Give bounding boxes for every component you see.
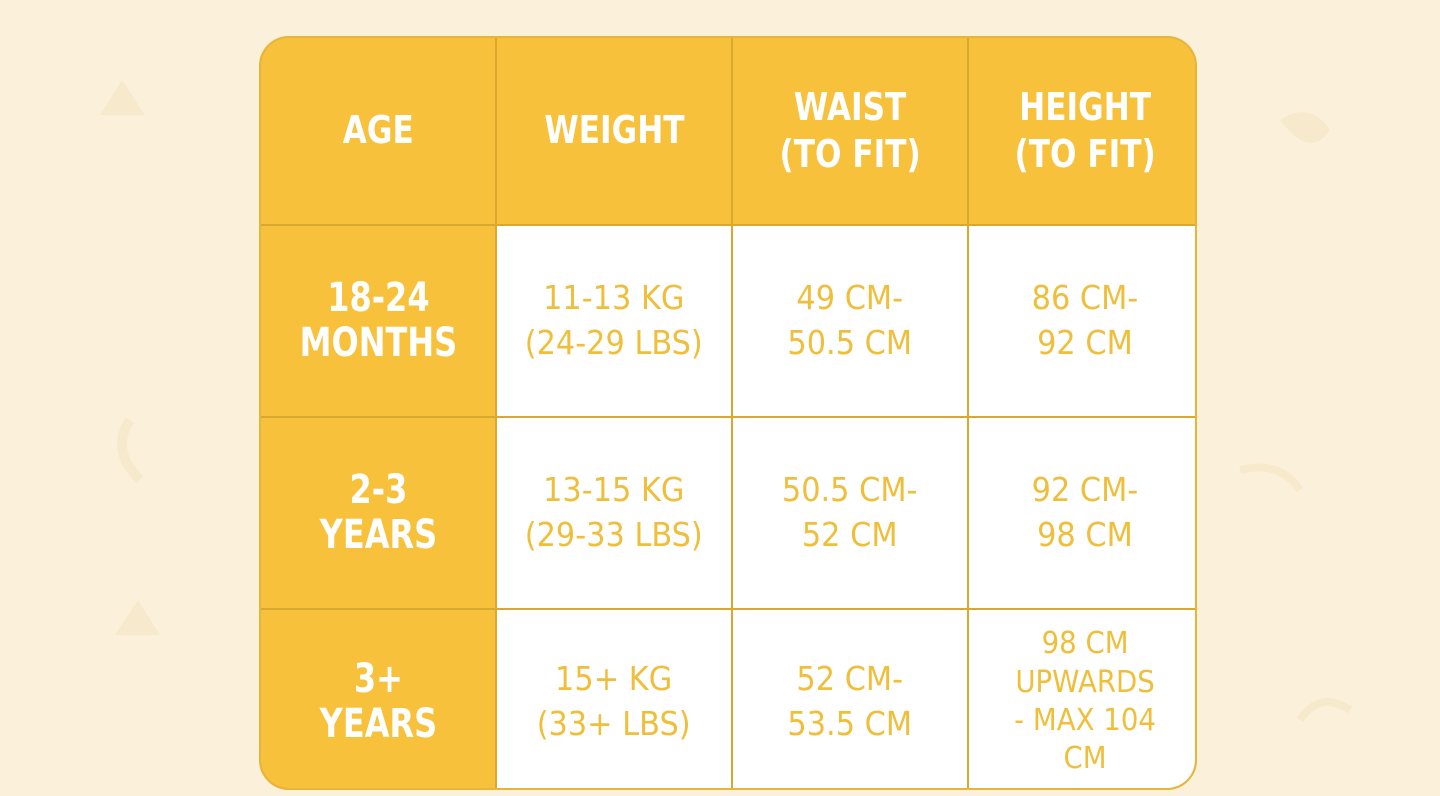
height-value: 98 CM UPWARDS - MAX 104 CM <box>1014 626 1156 777</box>
row-age-cell: 18-24 MONTHS <box>261 226 495 416</box>
height-value: 86 CM- 92 CM <box>1031 278 1139 362</box>
header-weight: WEIGHT <box>497 38 731 224</box>
weight-cell: 13-15 KG (29-33 LBS) <box>497 418 731 608</box>
weight-cell: 15+ KG (33+ LBS) <box>497 610 731 788</box>
weight-value: 13-15 KG (29-33 LBS) <box>524 470 704 554</box>
waist-cell: 49 CM- 50.5 CM <box>733 226 967 416</box>
height-cell: 98 CM UPWARDS - MAX 104 CM <box>969 610 1195 788</box>
header-height-label: HEIGHT (TO FIT) <box>1014 84 1156 177</box>
weight-value: 11-13 KG (24-29 LBS) <box>524 278 704 362</box>
header-height: HEIGHT (TO FIT) <box>969 38 1195 224</box>
age-label: 18-24 MONTHS <box>299 275 457 366</box>
height-cell: 86 CM- 92 CM <box>969 226 1195 416</box>
waist-value: 52 CM- 53.5 CM <box>787 659 913 743</box>
waist-value: 50.5 CM- 52 CM <box>782 470 918 554</box>
height-cell: 92 CM- 98 CM <box>969 418 1195 608</box>
weight-value: 15+ KG (33+ LBS) <box>537 659 691 743</box>
size-chart-table: AGE WEIGHT WAIST (TO FIT) HEIGHT (TO FIT… <box>259 36 1197 790</box>
header-age: AGE <box>261 38 495 224</box>
waist-value: 49 CM- 50.5 CM <box>787 278 913 362</box>
header-weight-label: WEIGHT <box>543 108 685 153</box>
height-value: 92 CM- 98 CM <box>1031 470 1139 554</box>
age-label: 3+ YEARS <box>319 656 437 747</box>
header-waist-label: WAIST (TO FIT) <box>779 84 921 177</box>
weight-cell: 11-13 KG (24-29 LBS) <box>497 226 731 416</box>
row-age-cell: 3+ YEARS <box>261 610 495 788</box>
waist-cell: 52 CM- 53.5 CM <box>733 610 967 788</box>
waist-cell: 50.5 CM- 52 CM <box>733 418 967 608</box>
age-label: 2-3 YEARS <box>319 467 437 558</box>
header-waist: WAIST (TO FIT) <box>733 38 967 224</box>
header-age-label: AGE <box>342 108 414 153</box>
row-age-cell: 2-3 YEARS <box>261 418 495 608</box>
